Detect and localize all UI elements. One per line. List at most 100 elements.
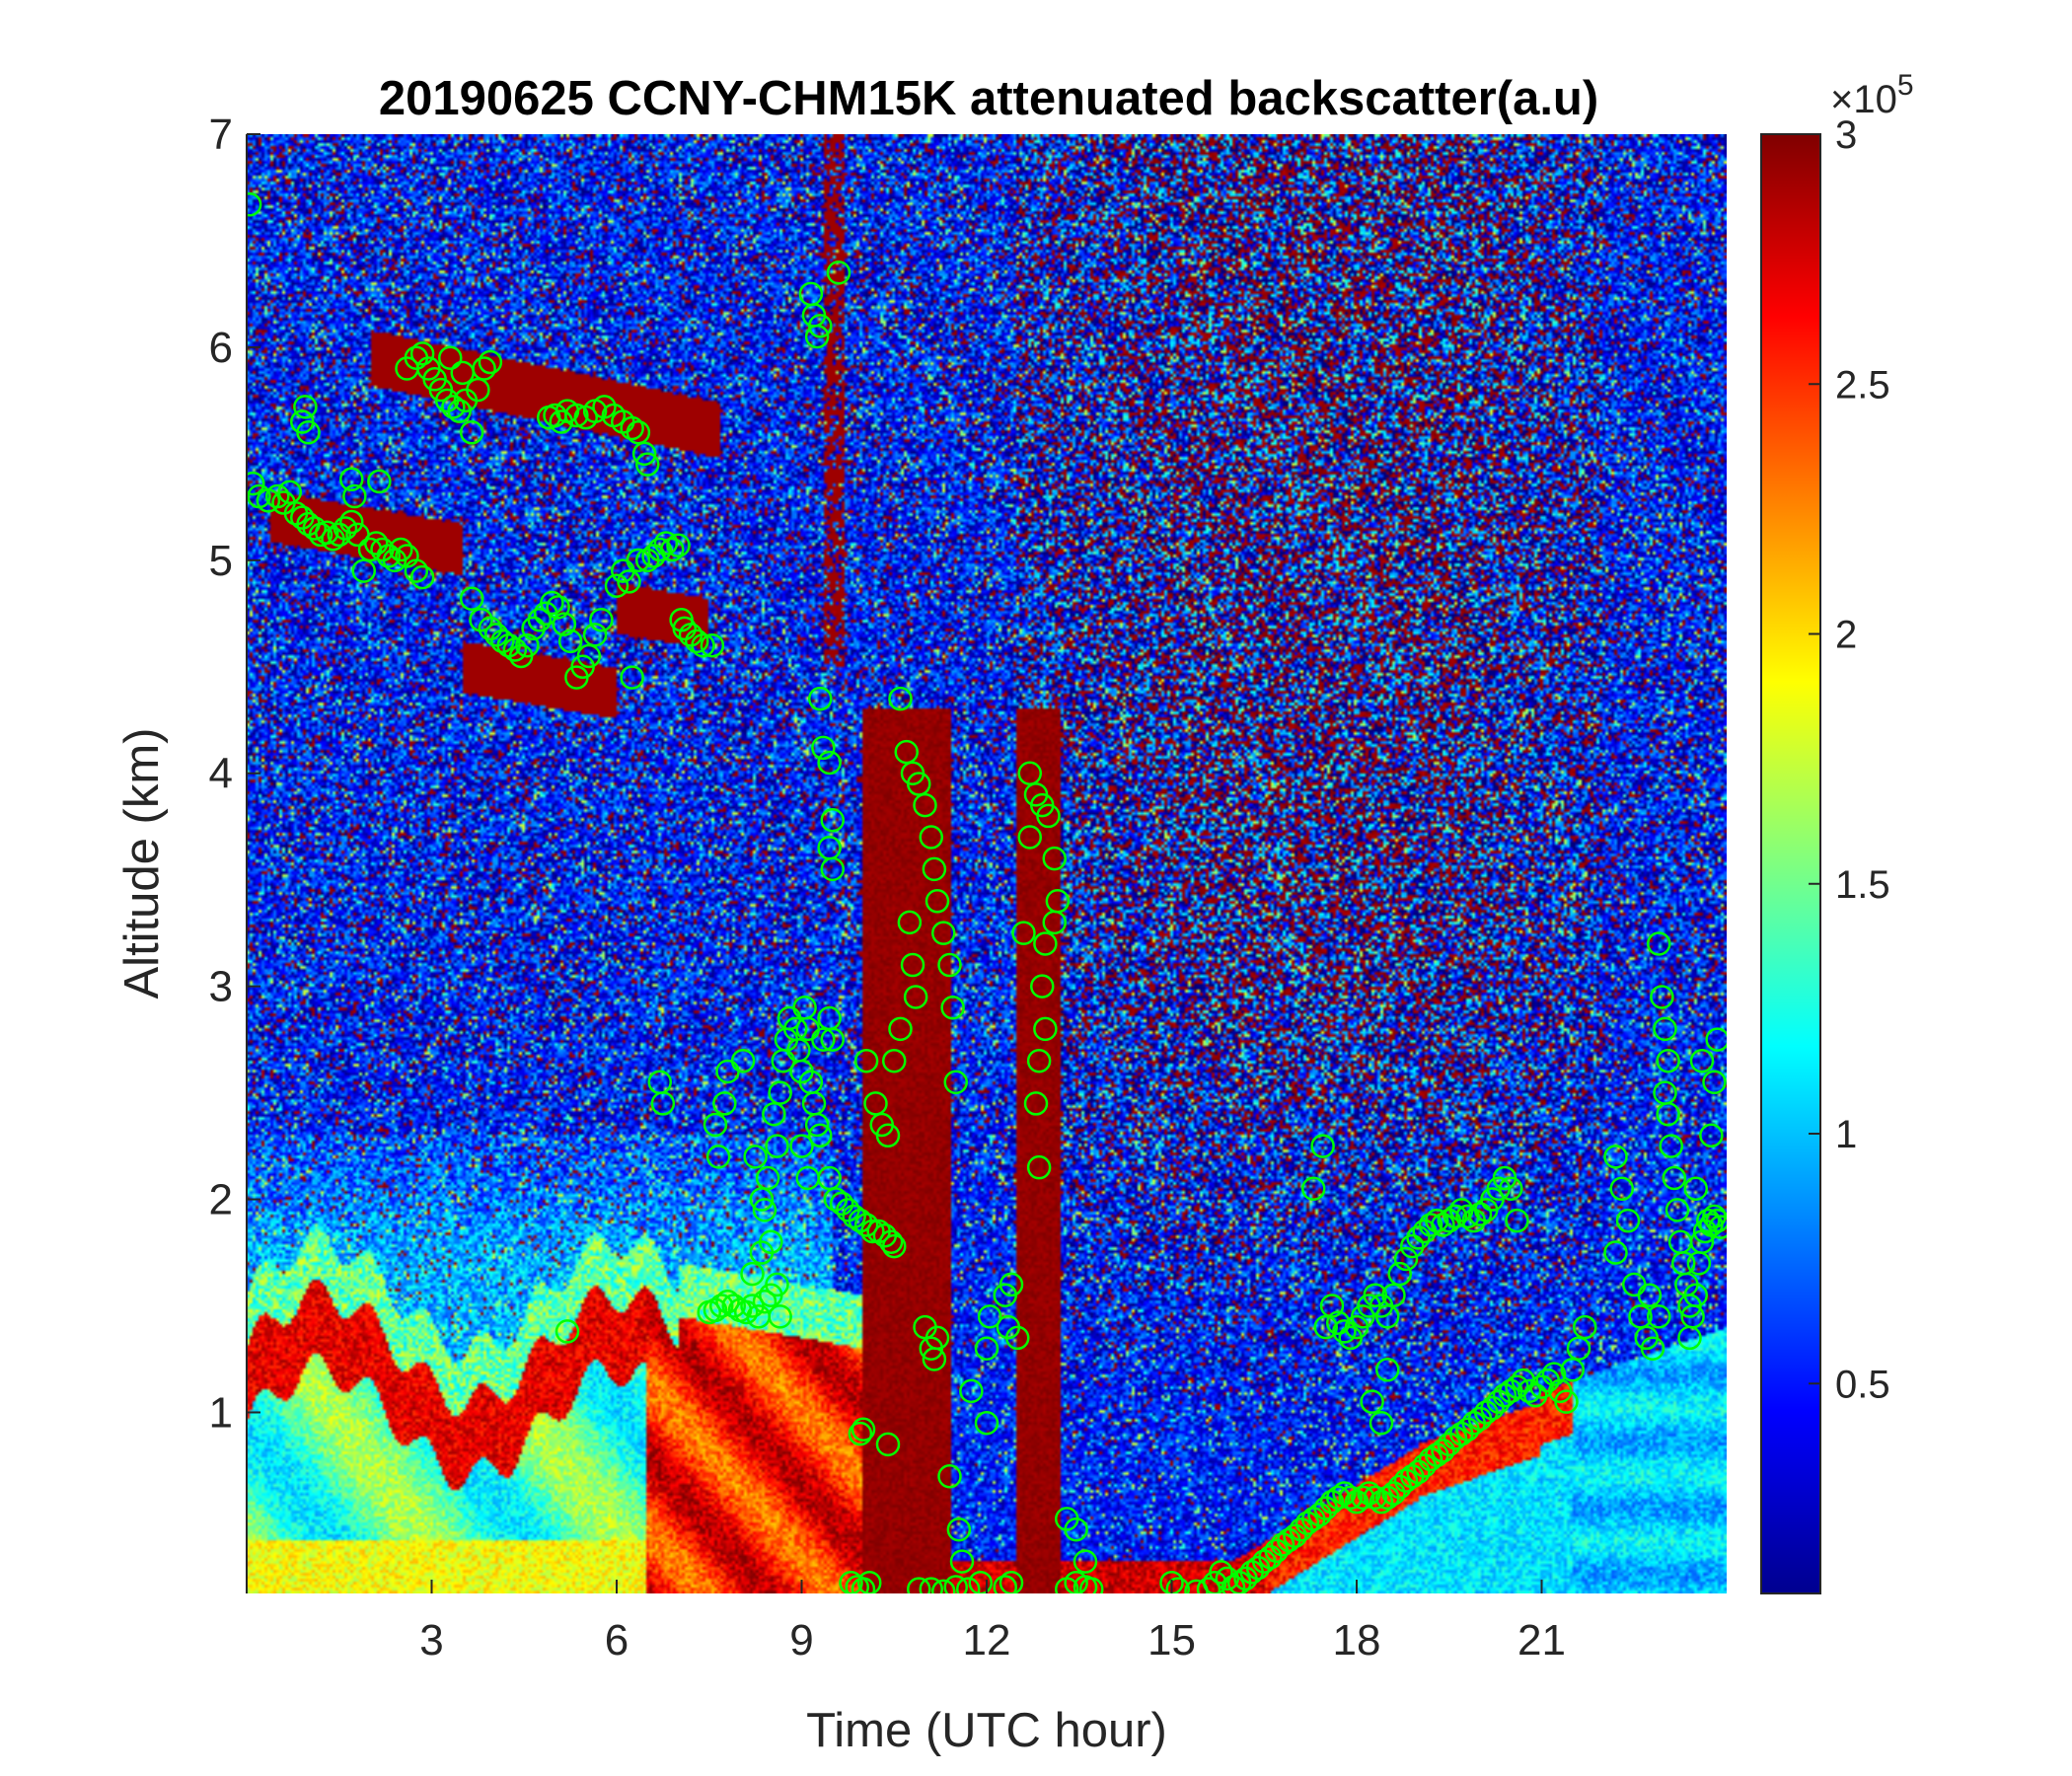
layer-marker: [626, 548, 651, 573]
y-tick-label: 1: [209, 1388, 233, 1437]
layer-marker: [1467, 1202, 1493, 1226]
layer-marker: [752, 1289, 777, 1314]
layer-marker: [1033, 931, 1058, 956]
layer-marker: [1406, 1225, 1431, 1250]
layer-marker: [1381, 1283, 1406, 1307]
layer-marker: [940, 995, 965, 1020]
layer-marker: [620, 665, 644, 690]
layer-marker: [1011, 921, 1036, 945]
layer-marker: [888, 686, 913, 711]
layer-marker: [820, 1027, 845, 1052]
layer-marker: [404, 558, 429, 583]
layer-marker: [848, 1421, 873, 1446]
layer-marker: [913, 792, 937, 818]
layer-marker: [752, 1198, 777, 1222]
layer-marker: [1443, 1426, 1468, 1450]
layer-marker: [342, 483, 367, 509]
layer-marker: [247, 192, 262, 217]
heatmap-image: [247, 134, 1727, 1593]
layer-marker: [1369, 1489, 1394, 1515]
layer-marker: [740, 1261, 765, 1287]
layer-marker: [515, 632, 540, 658]
layer-marker: [1196, 1577, 1221, 1593]
layer-marker: [1615, 1208, 1641, 1233]
layer-marker: [1443, 1204, 1468, 1229]
layer-marker: [882, 1048, 907, 1073]
layer-marker: [949, 1549, 975, 1574]
layer-marker: [749, 1187, 775, 1212]
layer-marker: [1270, 1532, 1295, 1557]
layer-marker: [293, 395, 318, 419]
layer-marker: [937, 1463, 962, 1489]
layer-marker: [1313, 1314, 1338, 1340]
layer-marker: [1079, 1577, 1104, 1593]
y-tick-label: 4: [209, 750, 233, 798]
layer-marker: [592, 395, 617, 419]
layer-marker: [296, 420, 321, 445]
layer-marker: [1351, 1485, 1375, 1511]
layer-marker: [897, 910, 923, 935]
layer-marker: [900, 952, 925, 978]
layer-marker: [808, 1123, 833, 1148]
layer-marker: [721, 1294, 746, 1318]
x-tick-label: 12: [963, 1616, 1011, 1665]
layer-marker: [882, 1233, 907, 1259]
layer-marker: [1026, 1154, 1052, 1180]
x-tick-label: 21: [1517, 1616, 1566, 1665]
colorbar-exponent-base: ×10: [1830, 78, 1897, 121]
layer-marker: [546, 595, 570, 620]
layer-marker: [715, 1289, 740, 1314]
layer-marker: [826, 260, 851, 285]
layer-marker: [817, 750, 842, 776]
layer-marker: [389, 537, 413, 562]
layer-marker: [691, 632, 715, 658]
layer-marker: [925, 889, 950, 914]
layer-marker: [937, 952, 962, 978]
layer-marker: [808, 686, 833, 711]
layer-marker: [459, 586, 484, 611]
layer-marker: [946, 1517, 972, 1542]
layer-marker: [1209, 1560, 1233, 1585]
layer-marker: [490, 629, 515, 654]
layer-marker: [409, 341, 435, 366]
layer-marker: [1332, 1319, 1357, 1344]
layer-marker: [1647, 1304, 1671, 1329]
layer-marker: [647, 537, 672, 562]
layer-marker: [894, 739, 919, 765]
layer-marker: [582, 623, 608, 647]
layer-marker: [853, 1048, 879, 1073]
layer-marker: [1295, 1511, 1320, 1535]
layer-marker: [1529, 1374, 1554, 1399]
layer-marker: [1319, 1489, 1345, 1515]
layer-marker: [1387, 1261, 1412, 1287]
colorbar-exponent-power: 5: [1897, 69, 1914, 102]
layer-marker: [466, 377, 490, 403]
layer-marker: [1637, 1283, 1663, 1307]
layer-marker: [925, 1325, 950, 1351]
layer-marker: [811, 1027, 836, 1052]
layer-marker: [576, 643, 602, 669]
layer-marker: [1640, 1336, 1665, 1361]
colorbar-tick-label: 2.5: [1835, 363, 1890, 407]
layer-marker: [604, 573, 629, 598]
layer-marker: [478, 616, 503, 641]
layer-marker: [478, 349, 503, 375]
y-axis-label: Altitude (km): [115, 727, 169, 999]
layer-marker: [469, 608, 493, 632]
layer-marker: [367, 469, 392, 494]
chart-title: 20190625 CCNY-CHM15K attenuated backscat…: [379, 72, 1598, 125]
x-tick-label: 3: [419, 1616, 443, 1665]
layer-marker: [811, 735, 836, 761]
colorbar-gradient: [1760, 133, 1821, 1594]
layer-marker: [977, 1304, 1002, 1329]
layer-marker: [734, 1299, 759, 1325]
layer-marker: [842, 1204, 866, 1229]
layer-marker: [1344, 1489, 1369, 1515]
layer-marker: [789, 1134, 814, 1158]
y-tick-label: 6: [209, 324, 233, 372]
layer-marker: [1310, 1134, 1335, 1158]
layer-marker: [1017, 761, 1042, 785]
layer-marker: [1665, 1198, 1690, 1222]
layer-marker: [1656, 1101, 1680, 1127]
layer-marker: [993, 1575, 1017, 1593]
